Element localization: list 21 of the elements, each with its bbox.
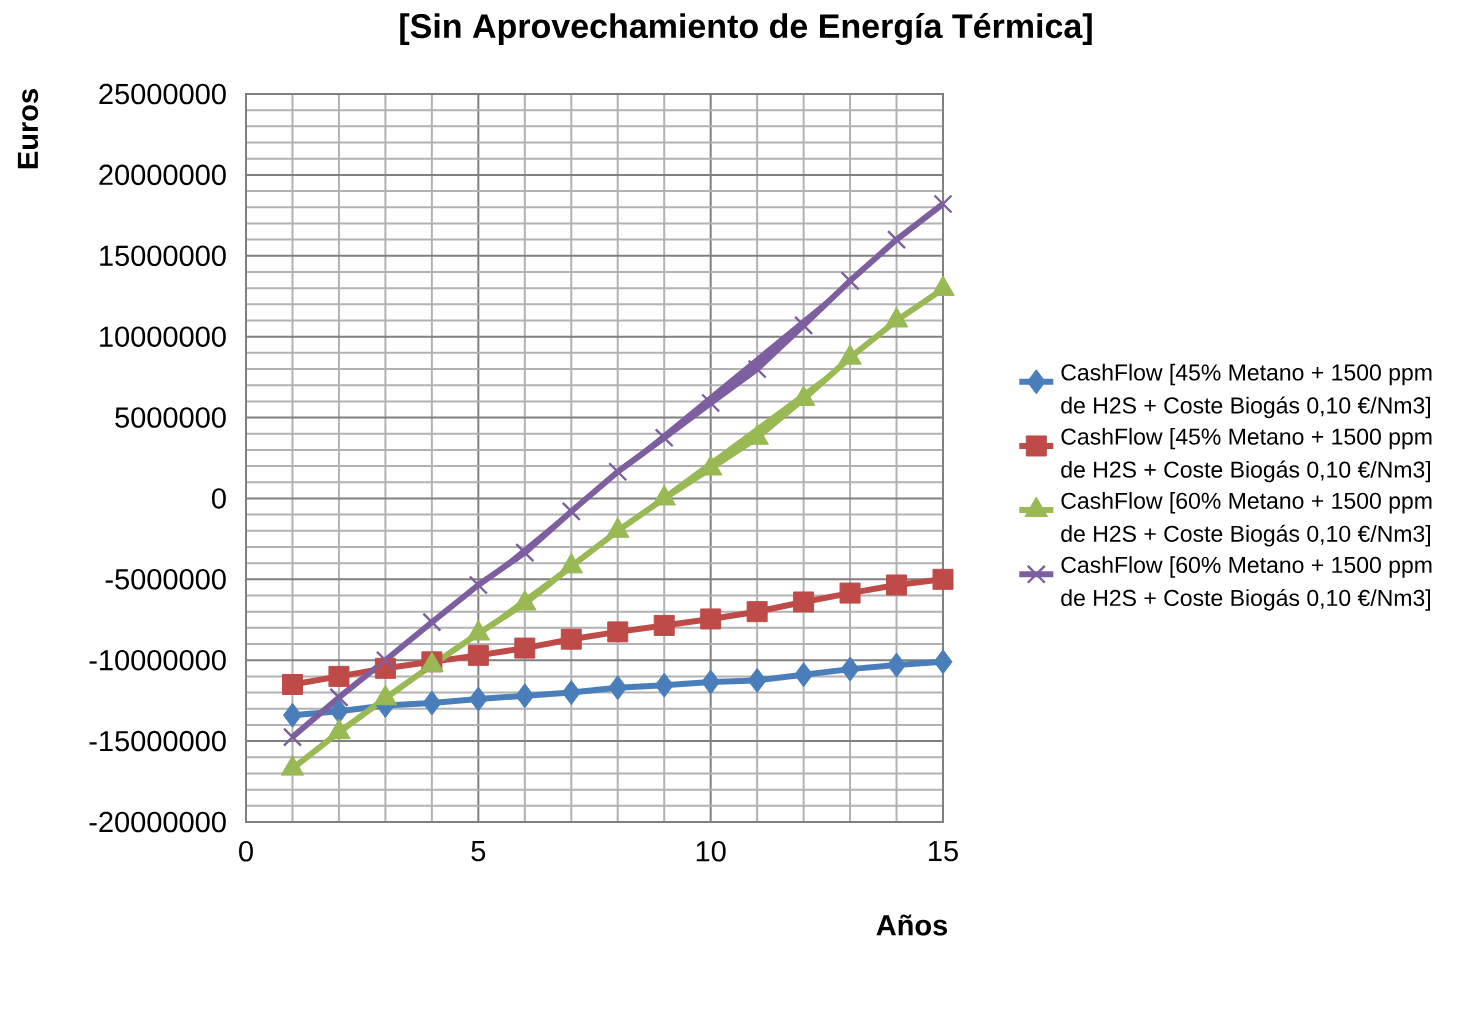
y-tick-label: -20000000	[89, 811, 226, 833]
y-tick-label: 25000000	[99, 83, 226, 105]
y-tick-label: 10000000	[100, 326, 226, 347]
x-tick-label: 10	[696, 841, 726, 862]
legend-label: CashFlow [45% Metano + 1500 ppm de H2S + Coste Biogás 0,10 €/Nm3]	[1061, 427, 1432, 483]
y-tick-label: -5000000	[105, 569, 226, 590]
y-tick-label: -15000000	[89, 730, 226, 752]
x-tick-label: 5	[471, 841, 486, 862]
x-tick-label: 15	[929, 841, 958, 862]
y-tick-label: -10000000	[89, 649, 226, 671]
y-tick-label: 15000000	[100, 245, 226, 267]
legend-label: CashFlow [45% Metano + 1500 ppm de H2S + Coste Biogás 0,10 €/Nm3]	[1061, 363, 1432, 419]
y-axis-title: Euros	[17, 89, 39, 169]
chart-title: [Sin Aprovechamiento de Energía Térmica]	[400, 12, 1092, 46]
x-tick-label: 0	[239, 841, 253, 862]
y-tick-label: 20000000	[99, 164, 226, 186]
legend-label: CashFlow [60% Metano + 1500 ppm de H2S + Coste Biogás 0,10 €/Nm3]	[1061, 556, 1432, 611]
legend-label: CashFlow [60% Metano + 1500 ppm de H2S + Coste Biogás 0,10 €/Nm3]	[1061, 492, 1432, 547]
x-axis-title: Años	[876, 914, 948, 936]
y-tick-label: 0	[211, 488, 226, 509]
y-tick-label: 5000000	[115, 407, 226, 428]
